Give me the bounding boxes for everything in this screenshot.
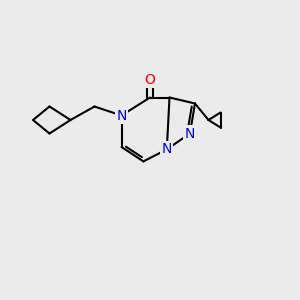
Text: N: N — [185, 127, 195, 140]
Text: O: O — [145, 73, 155, 86]
Text: N: N — [116, 109, 127, 122]
Text: N: N — [162, 142, 172, 156]
